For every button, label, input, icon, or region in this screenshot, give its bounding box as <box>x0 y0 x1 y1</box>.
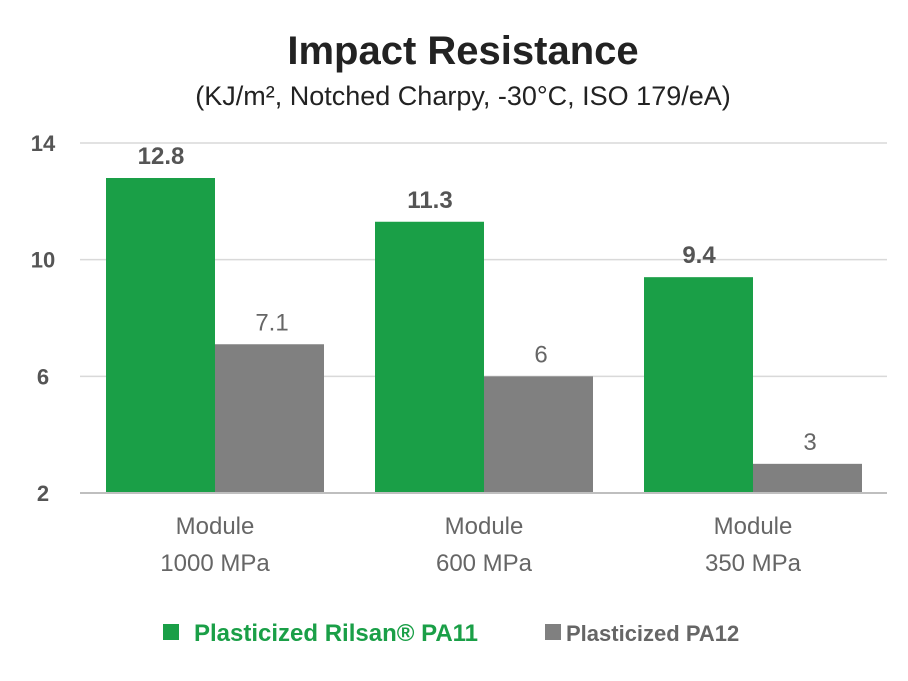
y-tick-label: 6 <box>37 364 49 389</box>
legend-label-pa11: Plasticized Rilsan® PA11 <box>194 620 478 647</box>
x-axis-ticks: Module 1000 MPa Module 600 MPa Module 350 MPa <box>160 513 801 577</box>
legend: Plasticized Rilsan® PA11 Plasticized PA12 <box>163 620 739 647</box>
data-label: 12.8 <box>138 143 185 170</box>
bar-pa11 <box>644 277 753 493</box>
y-tick-label: 10 <box>31 248 55 273</box>
x-tick-label: Module <box>445 513 524 540</box>
bar-pa12 <box>484 376 593 493</box>
x-tick-label: 1000 MPa <box>160 550 270 577</box>
data-label: 3 <box>803 429 816 456</box>
data-label: 11.3 <box>407 187 452 214</box>
x-tick-label: Module <box>714 513 793 540</box>
chart-title: Impact Resistance <box>287 29 638 73</box>
y-tick-label: 14 <box>31 131 56 156</box>
data-label: 6 <box>534 341 547 368</box>
bars <box>106 178 862 493</box>
legend-swatch-pa11 <box>163 624 179 640</box>
y-tick-label: 2 <box>37 481 49 506</box>
bar-pa12 <box>215 344 324 493</box>
x-tick-label: 350 MPa <box>705 550 802 577</box>
legend-label-pa12: Plasticized PA12 <box>566 621 739 646</box>
data-label: 7.1 <box>255 309 288 336</box>
bar-pa12 <box>753 463 862 493</box>
bar-pa11 <box>106 178 215 493</box>
data-label: 9.4 <box>682 242 716 269</box>
legend-swatch-pa12 <box>545 624 561 640</box>
data-labels: 12.8 7.1 11.3 6 9.4 3 <box>138 143 817 456</box>
x-tick-label: Module <box>176 513 255 540</box>
chart-subtitle: (KJ/m², Notched Charpy, -30°C, ISO 179/e… <box>195 81 731 111</box>
x-tick-label: 600 MPa <box>436 550 533 577</box>
y-axis-ticks: 2 6 10 14 <box>31 131 56 506</box>
bar-pa11 <box>375 221 484 493</box>
